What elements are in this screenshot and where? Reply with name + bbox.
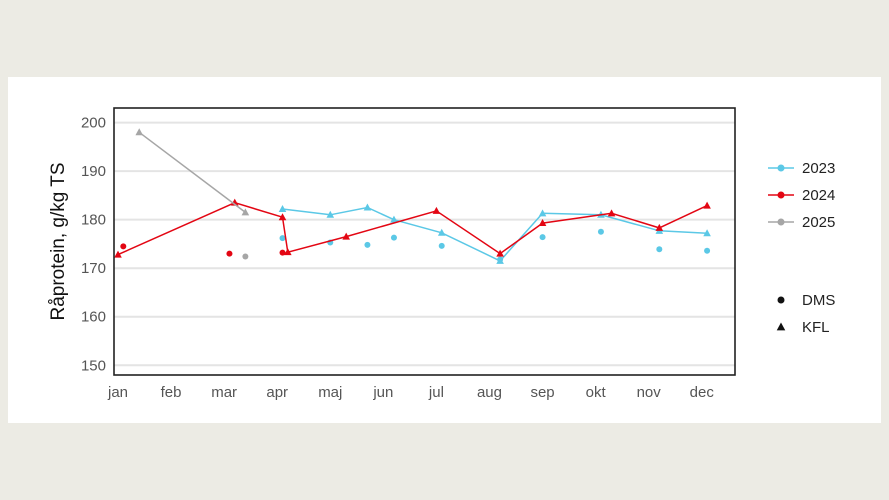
y-tick-label: 190 [81,163,106,180]
kfl-point-2024 [342,232,351,240]
dms-point-2023 [279,235,286,242]
legend: 2023 2024 2025 DMS KFL [768,160,835,336]
dms-point-2023 [656,246,663,253]
dms-point-2023 [364,241,371,248]
dms-point-2023 [597,228,604,235]
kfl-point-2023 [390,215,398,223]
legend-item-KFL: KFL [776,319,830,336]
legend-circle-marker [777,296,785,304]
legend-marker [777,191,785,199]
kfl-point-2024 [703,201,711,209]
x-tick-label: aug [477,384,502,401]
kfl-point-2023 [363,203,372,211]
y-tick-label: 180 [81,212,106,229]
kfl-point-2023 [326,210,335,218]
y-tick-labels: 150 160 170 180 190 200 [81,115,106,375]
dms-point-2025 [242,253,249,260]
kfl-point-2024 [284,248,292,256]
kfl-point-2024 [432,206,441,214]
kfl-point-2023 [278,204,287,212]
kfl-point-2023 [538,209,547,217]
x-tick-label: okt [586,384,607,401]
kfl-point-2025 [241,208,250,216]
kfl-point-2025 [135,128,144,136]
legend-item-2025: 2025 [768,214,835,231]
x-tick-label: sep [530,384,554,401]
x-tick-label: jan [107,384,128,401]
legend-marker [777,164,785,172]
legend-marker [777,218,785,226]
x-tick-label: nov [637,384,662,401]
dms-point-2023 [497,256,504,263]
chart-svg: 150 160 170 180 190 200 jan feb mar apr maj jun jul… [48,107,835,401]
kfl-point-2024 [538,219,547,227]
y-axis-title: Råprotein, g/kg TS [48,162,69,320]
kfl-point-2024 [655,223,664,231]
legend-triangle-marker [776,322,786,331]
dms-point-2024 [120,243,127,250]
series-line-2024 [117,201,708,256]
y-tick-label: 150 [81,357,106,374]
x-tick-label: apr [266,384,288,401]
grid-lines [114,121,735,367]
legend-label: 2024 [802,187,835,204]
kfl-point-2023 [703,229,711,237]
kfl-point-2023 [437,228,446,236]
dms-point-2024 [279,249,286,256]
series-line-2025 [138,131,246,213]
plot-frame [113,107,736,376]
kfl-point-2024 [607,209,616,217]
series-2024 [114,198,711,258]
x-tick-label: dec [690,384,715,401]
series-2023 [278,203,711,264]
x-tick-label: jun [372,384,393,401]
y-tick-label: 160 [81,309,106,326]
series-line-2023 [282,206,708,262]
chart-card: 150 160 170 180 190 200 jan feb mar apr maj jun jul… [8,77,881,423]
x-tick-label: jul [428,384,444,401]
x-tick-label: mar [211,384,237,401]
dms-point-2023 [539,234,546,241]
kfl-point-2024 [496,249,504,257]
legend-item-2023: 2023 [768,160,835,177]
legend-label: DMS [802,292,835,309]
kfl-point-2024 [230,198,239,206]
dms-point-2024 [226,250,233,257]
y-tick-label: 200 [81,115,106,132]
dms-point-2023 [390,234,397,241]
x-tick-label: feb [161,384,182,401]
legend-label: KFL [802,319,830,336]
kfl-point-2024 [278,213,287,221]
x-tick-label: maj [318,384,342,401]
legend-label: 2023 [802,160,835,177]
legend-label: 2025 [802,214,835,231]
series-2025 [135,128,250,260]
kfl-point-2024 [114,250,122,258]
legend-item-DMS: DMS [777,292,835,309]
dms-point-2023 [438,242,445,249]
y-tick-label: 170 [81,260,106,277]
x-tick-labels: jan feb mar apr maj jun jul aug sep okt nov dec [107,384,714,401]
plot-series [114,128,711,264]
dms-point-2023 [704,247,711,254]
legend-item-2024: 2024 [768,187,835,204]
